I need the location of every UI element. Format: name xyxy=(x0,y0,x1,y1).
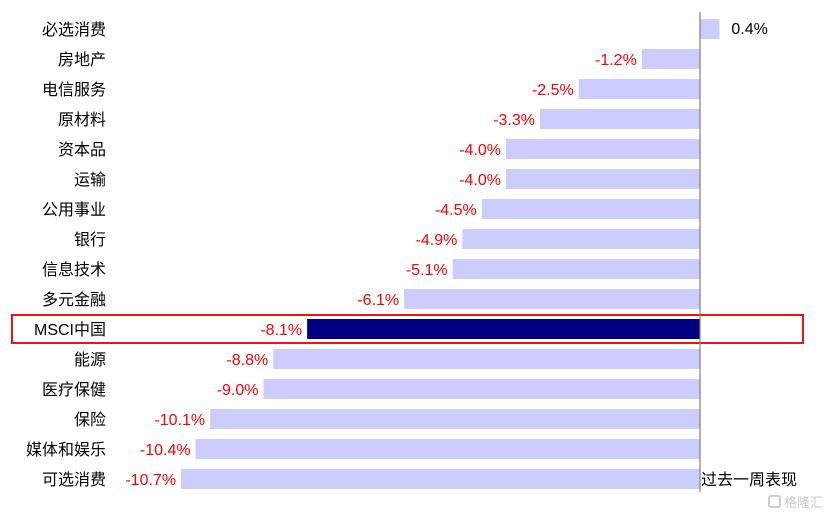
bar-row-8 xyxy=(452,259,700,279)
value-label-row-0: 0.4% xyxy=(731,21,767,38)
bar-row-3 xyxy=(539,109,700,129)
value-label-row-10: -8.1% xyxy=(260,322,302,339)
highlight-box xyxy=(11,314,804,344)
category-label-row-5: 运输 xyxy=(74,171,106,189)
bar-row-12 xyxy=(263,379,700,399)
bar-row-1 xyxy=(641,49,700,69)
value-label-row-6: -4.5% xyxy=(435,202,477,219)
axis-label: 过去一周表现 xyxy=(701,471,797,489)
category-label-row-14: 媒体和娱乐 xyxy=(26,441,106,459)
bar-row-10 xyxy=(307,319,700,339)
value-label-row-14: -10.4% xyxy=(140,442,191,459)
bar-row-0 xyxy=(700,19,720,39)
category-label-row-9: 多元金融 xyxy=(42,291,106,309)
watermark-logo-icon xyxy=(767,495,781,508)
value-label-row-7: -4.9% xyxy=(416,232,458,249)
category-label-row-7: 银行 xyxy=(74,231,106,249)
watermark: 格隆汇 xyxy=(767,492,823,511)
category-label-row-0: 必选消费 xyxy=(42,21,106,39)
bar-row-11 xyxy=(273,349,700,369)
bar-row-15 xyxy=(181,469,701,489)
value-label-row-2: -2.5% xyxy=(532,82,574,99)
bar-row-2 xyxy=(578,79,700,99)
bar-row-13 xyxy=(210,409,700,429)
category-label-row-8: 信息技术 xyxy=(42,261,106,279)
category-label-row-3: 原材料 xyxy=(58,111,106,129)
bar-row-6 xyxy=(481,199,700,219)
category-label-row-4: 资本品 xyxy=(58,141,106,159)
category-label-row-11: 能源 xyxy=(74,351,106,369)
value-label-row-1: -1.2% xyxy=(595,52,637,69)
value-label-row-3: -3.3% xyxy=(493,112,535,129)
bar-row-9 xyxy=(404,289,700,309)
value-label-row-15: -10.7% xyxy=(125,472,176,489)
value-label-row-5: -4.0% xyxy=(459,172,501,189)
category-label-row-6: 公用事业 xyxy=(42,201,106,219)
watermark-text: 格隆汇 xyxy=(783,496,823,511)
bar-row-4 xyxy=(506,139,700,159)
category-label-row-12: 医疗保健 xyxy=(42,381,106,399)
value-label-row-8: -5.1% xyxy=(406,262,448,279)
value-label-row-9: -6.1% xyxy=(357,292,399,309)
category-label-row-10: MSCI中国 xyxy=(34,321,106,339)
value-label-row-11: -8.8% xyxy=(226,352,268,369)
category-label-row-2: 电信服务 xyxy=(42,81,106,99)
bar-row-5 xyxy=(506,169,700,189)
bar-row-7 xyxy=(462,229,700,249)
category-label-row-13: 保险 xyxy=(74,411,106,429)
category-label-row-15: 可选消费 xyxy=(42,471,106,489)
value-label-row-13: -10.1% xyxy=(154,412,205,429)
value-label-row-4: -4.0% xyxy=(459,142,501,159)
bar-row-14 xyxy=(195,439,700,459)
value-label-row-12: -9.0% xyxy=(217,382,259,399)
category-label-row-1: 房地产 xyxy=(58,51,106,69)
